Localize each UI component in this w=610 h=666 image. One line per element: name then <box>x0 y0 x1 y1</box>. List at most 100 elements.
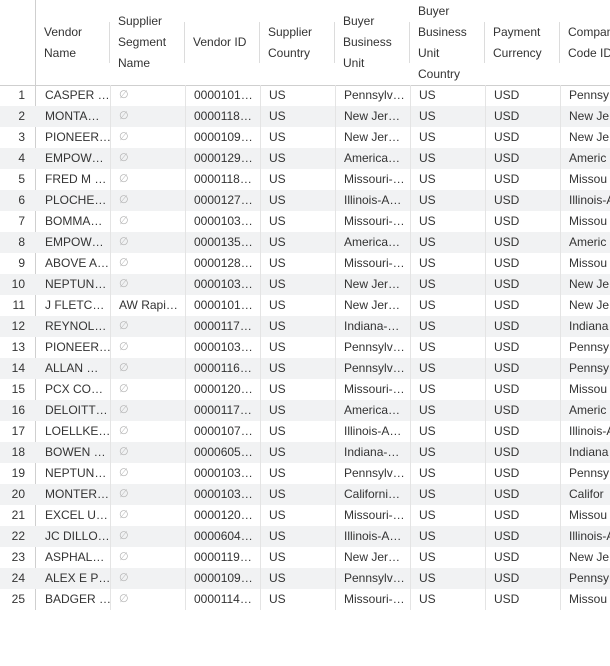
table-row[interactable]: 10 NEPTUN… ∅ 0000103… US New Jer… US USD New Je <box>0 274 610 295</box>
cell-bu-country[interactable]: US <box>419 403 436 417</box>
cell-currency[interactable]: USD <box>494 298 520 312</box>
cell-currency[interactable]: USD <box>494 550 520 564</box>
cell-currency[interactable]: USD <box>494 508 520 522</box>
null-cell-segment[interactable]: ∅ <box>119 593 129 605</box>
column-header-currency[interactable]: Payment Currency <box>485 0 560 85</box>
cell-country[interactable]: US <box>269 424 286 438</box>
null-cell-segment[interactable]: ∅ <box>119 425 129 437</box>
column-header-vendor-id[interactable]: Vendor ID <box>185 0 260 85</box>
column-header-divider[interactable] <box>484 22 485 63</box>
cell-company[interactable]: Illinois-A <box>569 424 610 438</box>
cell-currency[interactable]: USD <box>494 487 520 501</box>
cell-company[interactable]: Illinois-A <box>569 529 610 543</box>
cell-vendor-id[interactable]: 0000118… <box>194 172 252 186</box>
cell-vendor-name[interactable]: NEPTUN… <box>45 277 107 291</box>
cell-vendor-name[interactable]: NEPTUN… <box>45 466 107 480</box>
cell-bu-country[interactable]: US <box>419 571 436 585</box>
cell-vendor-id[interactable]: 0000109… <box>194 571 253 585</box>
table-row[interactable]: 9 ABOVE A… ∅ 0000128… US Missouri-… US USD Misso… <box>0 253 610 274</box>
cell-vendor-id[interactable]: 0000103… <box>194 214 253 228</box>
table-row[interactable]: 16 DELOITT… ∅ 0000117… US America… US USD Americ <box>0 400 610 421</box>
cell-bu-country[interactable]: US <box>419 298 436 312</box>
cell-vendor-name[interactable]: REYNOL… <box>45 319 107 333</box>
cell-company[interactable]: Illinois-A <box>569 193 610 207</box>
cell-bu-country[interactable]: US <box>419 445 436 459</box>
cell-company[interactable]: Pennsy <box>569 361 610 375</box>
cell-bu-country[interactable]: US <box>419 130 436 144</box>
column-header-divider[interactable] <box>109 22 110 63</box>
null-cell-segment[interactable]: ∅ <box>119 110 129 122</box>
cell-currency[interactable]: USD <box>494 382 520 396</box>
cell-vendor-id[interactable]: 0000114… <box>194 592 252 606</box>
cell-vendor-id[interactable]: 0000129… <box>194 151 253 165</box>
cell-currency[interactable]: USD <box>494 151 520 165</box>
cell-bu[interactable]: New Jer… <box>344 277 401 291</box>
cell-country[interactable]: US <box>269 529 286 543</box>
cell-bu[interactable]: Missouri-… <box>344 256 405 270</box>
cell-vendor-id[interactable]: 0000107… <box>194 424 253 438</box>
cell-company[interactable]: Pennsy <box>569 88 610 102</box>
cell-country[interactable]: US <box>269 445 286 459</box>
null-cell-segment[interactable]: ∅ <box>119 383 129 395</box>
cell-segment[interactable]: AW Rapi… <box>119 298 178 312</box>
column-header-company[interactable]: Company Code ID <box>560 0 610 85</box>
cell-company[interactable]: Americ <box>569 235 607 249</box>
null-cell-segment[interactable]: ∅ <box>119 551 129 563</box>
table-row[interactable]: 18 BOWEN … ∅ 0000605… US Indiana-… US USD Indian… <box>0 442 610 463</box>
cell-vendor-id[interactable]: 0000103… <box>194 466 253 480</box>
cell-company[interactable]: Pennsy <box>569 340 610 354</box>
cell-vendor-name[interactable]: ASPHAL… <box>45 550 105 564</box>
cell-vendor-name[interactable]: J FLETC… <box>45 298 105 312</box>
cell-vendor-name[interactable]: EMPOW… <box>45 235 104 249</box>
cell-vendor-name[interactable]: BOMMA… <box>45 214 103 228</box>
cell-vendor-id[interactable]: 0000103… <box>194 487 253 501</box>
cell-currency[interactable]: USD <box>494 235 520 249</box>
table-row[interactable]: 17 LOELLKE… ∅ 0000107… US Illinois-A… US USD Ill… <box>0 421 610 442</box>
cell-currency[interactable]: USD <box>494 340 520 354</box>
cell-country[interactable]: US <box>269 550 286 564</box>
cell-country[interactable]: US <box>269 256 286 270</box>
column-header-vendor-name[interactable]: Vendor Name <box>36 0 110 85</box>
table-row[interactable]: 20 MONTER… ∅ 0000103… US Californi… US USD Calif… <box>0 484 610 505</box>
null-cell-segment[interactable]: ∅ <box>119 89 129 101</box>
cell-company[interactable]: New Je <box>569 550 610 564</box>
cell-currency[interactable]: USD <box>494 256 520 270</box>
cell-bu[interactable]: Indiana-… <box>344 319 400 333</box>
cell-vendor-id[interactable]: 0000127… <box>194 193 253 207</box>
cell-country[interactable]: US <box>269 487 286 501</box>
cell-vendor-name[interactable]: ABOVE A… <box>45 256 110 270</box>
null-cell-segment[interactable]: ∅ <box>119 446 129 458</box>
cell-currency[interactable]: USD <box>494 445 520 459</box>
cell-vendor-id[interactable]: 0000101… <box>194 88 253 102</box>
cell-bu-country[interactable]: US <box>419 361 436 375</box>
cell-bu-country[interactable]: US <box>419 256 436 270</box>
table-row[interactable]: 13 PIONEER… ∅ 0000103… US Pennsylv… US USD Penns… <box>0 337 610 358</box>
cell-bu-country[interactable]: US <box>419 235 436 249</box>
cell-currency[interactable]: USD <box>494 193 520 207</box>
null-cell-segment[interactable]: ∅ <box>119 257 129 269</box>
cell-bu[interactable]: Pennsylv… <box>344 340 405 354</box>
table-row[interactable]: 15 PCX CO… ∅ 0000120… US Missouri-… US USD Misso… <box>0 379 610 400</box>
cell-vendor-id[interactable]: 0000109… <box>194 130 253 144</box>
cell-bu-country[interactable]: US <box>419 466 436 480</box>
cell-vendor-name[interactable]: EXCEL U… <box>45 508 108 522</box>
cell-bu-country[interactable]: US <box>419 193 436 207</box>
cell-company[interactable]: Americ <box>569 151 607 165</box>
cell-country[interactable]: US <box>269 277 286 291</box>
cell-bu-country[interactable]: US <box>419 592 436 606</box>
cell-country[interactable]: US <box>269 361 286 375</box>
cell-company[interactable]: Missou <box>569 172 608 186</box>
cell-bu[interactable]: New Jer… <box>344 109 401 123</box>
cell-company[interactable]: Indiana <box>569 445 609 459</box>
cell-vendor-name[interactable]: PIONEER… <box>45 130 110 144</box>
cell-vendor-id[interactable]: 0000120… <box>194 508 253 522</box>
cell-vendor-name[interactable]: LOELLKE… <box>45 424 110 438</box>
table-row[interactable]: 11 J FLETC… AW Rapi… 0000101… US New Jer… US US… <box>0 295 610 316</box>
cell-vendor-id[interactable]: 0000120… <box>194 382 253 396</box>
cell-bu[interactable]: America… <box>344 235 401 249</box>
cell-vendor-name[interactable]: PIONEER… <box>45 340 110 354</box>
cell-vendor-name[interactable]: BOWEN … <box>45 445 106 459</box>
null-cell-segment[interactable]: ∅ <box>119 467 129 479</box>
cell-vendor-name[interactable]: ALEX E P… <box>45 571 110 585</box>
table-row[interactable]: 25 BADGER … ∅ 0000114… US Missouri-… US USD Miss… <box>0 589 610 610</box>
